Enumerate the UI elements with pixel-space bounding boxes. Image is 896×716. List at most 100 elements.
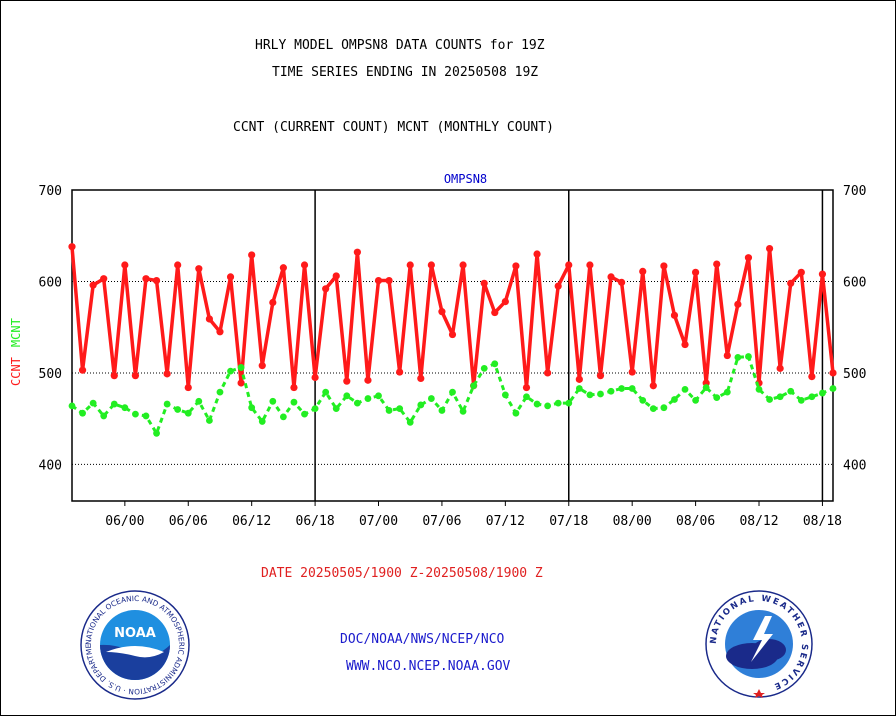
data-point-ccnt [152, 276, 161, 285]
chart-title-line-1: HRLY MODEL OMPSN8 DATA COUNTS for 19Z [255, 38, 545, 53]
data-point-ccnt [607, 273, 615, 281]
data-point-ccnt [174, 261, 182, 269]
data-point-ccnt [448, 330, 457, 339]
data-point-mcnt [808, 393, 816, 401]
x-tick-label: 08/18 [803, 514, 842, 529]
data-point-mcnt [575, 385, 583, 392]
data-point-mcnt [216, 388, 224, 396]
data-point-ccnt [78, 366, 87, 374]
y-axis-label-mcnt: MCNT [9, 318, 23, 347]
date-range-label: DATE 20250505/1900 Z-20250508/1900 Z [261, 566, 543, 581]
data-point-mcnt [163, 400, 171, 408]
data-point-mcnt [353, 399, 361, 407]
data-point-mcnt [364, 395, 372, 402]
data-point-ccnt [808, 373, 816, 381]
data-point-mcnt [470, 382, 478, 390]
data-point-ccnt [512, 262, 520, 270]
data-point-ccnt [639, 267, 647, 276]
data-point-ccnt [343, 377, 351, 385]
data-point-mcnt [565, 399, 573, 407]
data-point-mcnt [438, 407, 446, 414]
data-point-ccnt [575, 375, 583, 383]
data-point-ccnt [818, 270, 827, 278]
data-point-ccnt [649, 382, 657, 390]
data-point-ccnt [776, 364, 784, 372]
x-tick-label: 07/06 [422, 514, 461, 529]
url-link[interactable]: WWW.NCO.NCEP.NOAA.GOV [346, 659, 511, 674]
data-point-mcnt [417, 401, 425, 409]
data-point-mcnt [702, 384, 710, 391]
data-point-ccnt [618, 278, 626, 286]
data-point-ccnt [332, 272, 340, 280]
data-point-mcnt [554, 399, 562, 407]
data-point-mcnt [692, 396, 699, 404]
data-point-ccnt [100, 275, 108, 283]
data-point-mcnt [628, 385, 636, 392]
data-point-mcnt [533, 400, 541, 408]
data-point-mcnt [68, 402, 76, 410]
y-tick-label-right: 700 [843, 184, 866, 199]
data-point-ccnt [205, 315, 214, 323]
data-point-mcnt [290, 398, 298, 406]
data-point-ccnt [184, 383, 192, 392]
y-axis-label: CCNT MCNT [9, 318, 23, 386]
data-point-mcnt [723, 388, 731, 396]
data-point-ccnt [691, 268, 700, 276]
data-point-mcnt [491, 360, 499, 368]
data-point-mcnt [121, 404, 129, 412]
data-point-ccnt [353, 248, 361, 256]
x-tick-label: 08/06 [676, 514, 715, 529]
data-point-ccnt [734, 300, 742, 308]
data-point-ccnt [300, 261, 309, 269]
data-point-mcnt [713, 394, 721, 402]
data-point-ccnt [68, 243, 76, 251]
data-point-mcnt [258, 418, 266, 425]
org-line[interactable]: DOC/NOAA/NWS/NCEP/NCO [340, 632, 505, 647]
data-point-ccnt [797, 268, 805, 276]
data-point-mcnt [406, 418, 414, 426]
data-point-mcnt [618, 385, 626, 392]
x-tick-label: 06/12 [232, 514, 271, 529]
data-point-ccnt [322, 285, 330, 293]
data-point-mcnt [343, 392, 351, 400]
y-tick-label-right: 500 [843, 367, 866, 382]
data-point-mcnt [681, 386, 689, 393]
data-point-ccnt [660, 262, 668, 270]
y-tick-label-right: 600 [843, 275, 866, 290]
data-point-mcnt [459, 407, 467, 415]
data-point-ccnt [131, 372, 140, 380]
data-point-mcnt [755, 386, 763, 393]
data-point-ccnt [480, 279, 488, 287]
data-point-mcnt [523, 393, 530, 401]
x-tick-label: 06/00 [105, 514, 144, 529]
x-tick-label: 07/00 [359, 514, 398, 529]
x-tick-label: 06/18 [296, 514, 335, 529]
plot-border [71, 189, 834, 502]
data-point-mcnt [332, 405, 340, 413]
data-point-ccnt [216, 328, 224, 336]
data-point-ccnt [396, 368, 404, 376]
y-tick-label-left: 500 [39, 367, 62, 382]
data-point-ccnt [163, 370, 171, 378]
data-point-mcnt [745, 353, 752, 360]
data-point-ccnt [226, 273, 235, 281]
data-point-mcnt [184, 409, 192, 417]
data-point-ccnt [628, 368, 636, 376]
data-point-ccnt [765, 244, 774, 253]
data-point-ccnt [121, 261, 129, 269]
data-point-ccnt [142, 275, 150, 283]
series-line-ccnt [70, 246, 835, 390]
chart-subtitle: CCNT (CURRENT COUNT) MCNT (MONTHLY COUNT… [233, 120, 554, 135]
y-axis-label-ccnt: CCNT [9, 357, 23, 386]
x-tick-label: 07/18 [549, 514, 588, 529]
data-point-ccnt [522, 383, 531, 392]
data-point-mcnt [660, 404, 668, 412]
data-point-mcnt [819, 389, 826, 397]
data-point-mcnt [649, 405, 657, 413]
data-point-mcnt [639, 396, 647, 404]
data-point-mcnt [734, 353, 742, 361]
y-tick-label-right: 400 [843, 458, 866, 473]
data-point-ccnt [110, 372, 118, 380]
data-point-ccnt [385, 276, 393, 285]
data-point-ccnt [237, 379, 245, 387]
